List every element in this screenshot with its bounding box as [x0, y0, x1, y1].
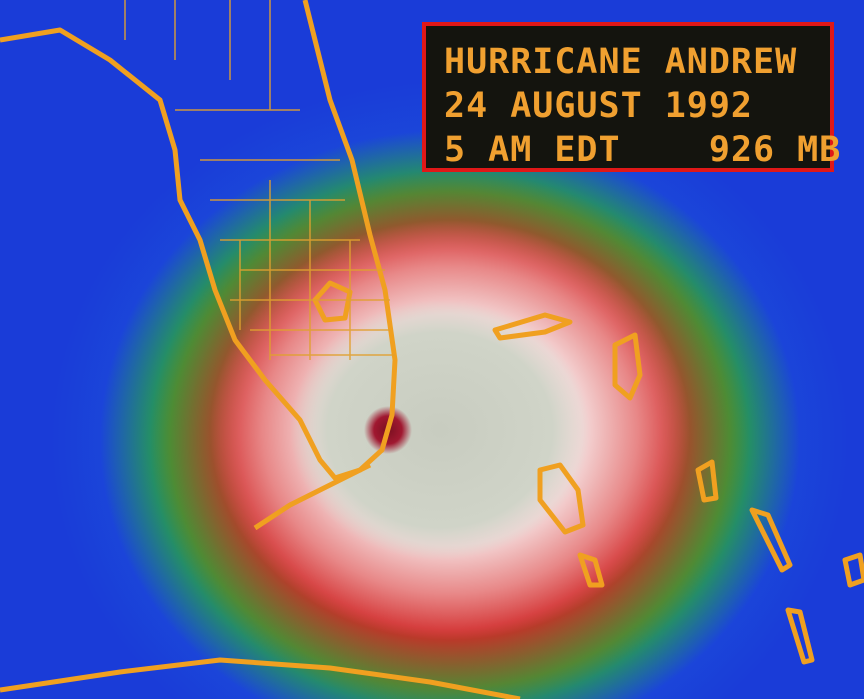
- county-lines: [124, 0, 395, 360]
- storm-title: HURRICANE ANDREW: [444, 42, 798, 82]
- island: [749, 507, 793, 573]
- island: [785, 607, 815, 665]
- storm-pressure: 926 MB: [708, 130, 842, 170]
- florida-keys: [253, 462, 372, 531]
- storm-info-box: HURRICANE ANDREW 24 AUGUST 1992 5 AM EDT…: [422, 22, 840, 172]
- storm-time-pressure: 5 AM EDT 926 MB: [444, 128, 840, 172]
- island: [492, 312, 573, 341]
- island: [695, 459, 719, 503]
- storm-date: 24 AUGUST 1992: [444, 86, 754, 126]
- cuba-coastline: [0, 657, 521, 699]
- storm-time: 5 AM EDT: [444, 130, 621, 170]
- island: [612, 332, 643, 401]
- island: [842, 552, 864, 588]
- florida-coastline: [0, 0, 398, 481]
- island: [577, 552, 605, 588]
- island: [537, 462, 586, 535]
- lake-okeechobee: [312, 280, 353, 323]
